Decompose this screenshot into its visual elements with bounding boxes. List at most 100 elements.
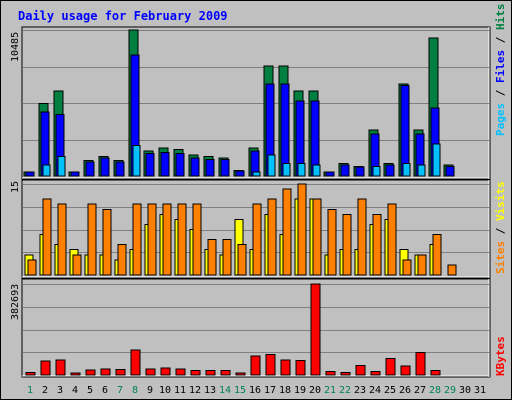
bar-sites-2: [42, 198, 52, 276]
x-tick-label: 22: [339, 385, 351, 396]
bar-kbytes-8: [130, 349, 141, 376]
bar-kbytes-25: [385, 357, 396, 376]
bar-sites-16: [252, 203, 262, 276]
bar-sites-21: [327, 208, 337, 276]
bar-sites-12: [192, 203, 202, 276]
bar-kbytes-26: [400, 365, 411, 376]
bar-kbytes-19: [295, 360, 306, 376]
bar-sites-8: [132, 203, 142, 276]
x-tick-label: 31: [474, 385, 486, 396]
bar-pages-17: [267, 154, 276, 177]
bar-files-23: [355, 166, 365, 177]
bar-kbytes-11: [175, 368, 186, 376]
bar-kbytes-9: [145, 368, 156, 376]
x-tick-label: 16: [249, 385, 261, 396]
x-axis-labels: 1 2 3 4 5 6 7 8 9 10 11 12 13 14 15 16 17 18 19 20 21 22 23 24 2…: [27, 385, 486, 396]
bar-files-1: [25, 171, 35, 177]
x-tick-label: 1: [27, 385, 33, 396]
x-tick-label: 11: [174, 385, 186, 396]
x-tick-label: 28: [429, 385, 441, 396]
bar-sites-18: [282, 188, 292, 276]
bar-pages-2: [42, 164, 51, 177]
bar-files-12: [190, 157, 200, 177]
bar-sites-14: [222, 239, 232, 276]
bar-files-6: [100, 157, 110, 177]
bar-kbytes-7: [115, 368, 126, 376]
bar-kbytes-16: [250, 355, 261, 376]
x-tick-label: 25: [384, 385, 396, 396]
bar-pages-27: [417, 164, 426, 177]
x-tick-label: 17: [264, 385, 276, 396]
legend-visits: Visits: [494, 181, 507, 221]
bar-kbytes-14: [220, 370, 231, 376]
bar-kbytes-10: [160, 367, 171, 376]
bar-files-13: [205, 158, 215, 177]
bar-kbytes-21: [325, 371, 336, 376]
bar-pages-16: [252, 171, 261, 177]
bar-sites-24: [372, 213, 382, 276]
legend-sites: Sites: [494, 241, 507, 274]
bar-files-22: [340, 164, 350, 177]
x-tick-label: 18: [279, 385, 291, 396]
bar-files-25: [385, 164, 395, 177]
bar-sites-11: [177, 203, 187, 276]
bar-kbytes-20: [310, 283, 321, 376]
bar-kbytes-5: [85, 369, 96, 376]
bars: [23, 29, 457, 376]
x-tick-label: 8: [132, 385, 138, 396]
bar-files-5: [85, 161, 95, 177]
bar-kbytes-15: [235, 372, 246, 376]
x-tick-label: 13: [204, 385, 216, 396]
x-tick-label: 7: [117, 385, 123, 396]
bar-kbytes-18: [280, 359, 291, 376]
bar-sites-28: [432, 234, 442, 276]
bar-sites-9: [147, 203, 157, 276]
legend-pages: Pages: [494, 103, 507, 136]
mid-ymax-label: 15: [10, 181, 21, 193]
x-tick-label: 24: [369, 385, 381, 396]
bar-sites-7: [117, 244, 127, 276]
bar-files-15: [235, 170, 245, 177]
bar-sites-26: [402, 259, 412, 276]
bar-files-21: [325, 171, 335, 177]
bar-sites-1: [27, 259, 37, 276]
bar-files-7: [115, 161, 125, 177]
bar-sites-19: [297, 183, 307, 276]
bar-files-11: [175, 153, 185, 177]
bar-pages-8: [132, 144, 141, 177]
x-tick-label: 19: [294, 385, 306, 396]
legend-mid: Sites / Visits: [494, 181, 507, 274]
chart-title: Daily usage for February 2009: [18, 9, 228, 23]
bar-sites-29: [447, 264, 457, 276]
x-tick-label: 23: [354, 385, 366, 396]
bar-kbytes-3: [55, 359, 66, 376]
bar-kbytes-13: [205, 370, 216, 376]
x-tick-label: 4: [72, 385, 78, 396]
bar-kbytes-22: [340, 372, 351, 376]
x-tick-label: 9: [147, 385, 153, 396]
bar-pages-24: [372, 165, 381, 177]
bar-pages-19: [297, 162, 306, 177]
bar-sites-23: [357, 198, 367, 276]
bar-sites-25: [387, 203, 397, 276]
bar-sites-27: [417, 254, 427, 276]
bar-files-10: [160, 151, 170, 177]
bar-kbytes-17: [265, 354, 276, 376]
bar-sites-10: [162, 203, 172, 276]
bar-sites-22: [342, 213, 352, 276]
bar-pages-26: [402, 162, 411, 177]
bar-files-14: [220, 158, 230, 177]
bar-files-26: [400, 84, 410, 177]
bar-pages-20: [312, 164, 321, 177]
x-tick-label: 2: [42, 385, 48, 396]
legend-files: Files: [494, 50, 507, 83]
x-tick-label: 14: [219, 385, 231, 396]
bar-sites-13: [207, 239, 217, 276]
bar-files-18: [280, 83, 290, 177]
legend-kbytes: KBytes: [494, 336, 507, 376]
bar-kbytes-2: [40, 360, 51, 376]
legend-top: Pages / Files / Hits: [494, 4, 507, 137]
bar-files-29: [445, 165, 455, 177]
bar-sites-15: [237, 244, 247, 276]
